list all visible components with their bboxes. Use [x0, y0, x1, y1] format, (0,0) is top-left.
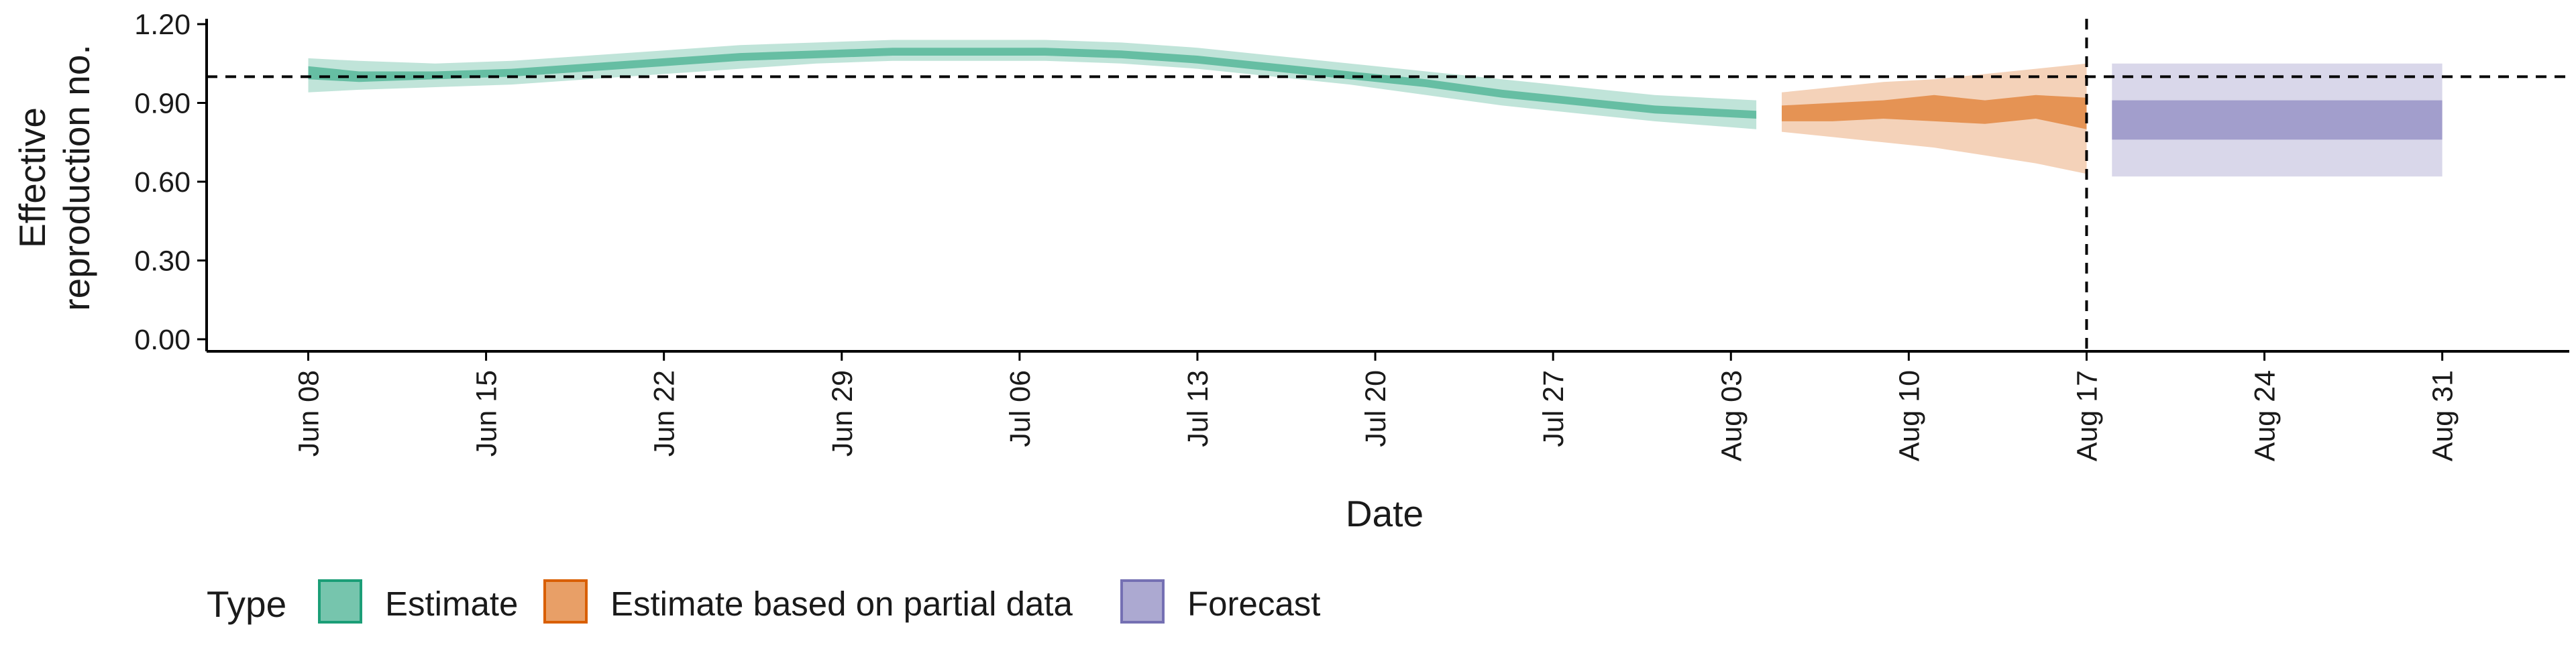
y-tick-label-1: 0.30: [134, 245, 191, 278]
axes: 0.00 0.30 0.60 0.90 1.20 Jun 08 Jun 15 Jun 22 Ju…: [11, 9, 2569, 534]
x-tick-label-11: Aug 24: [2249, 370, 2282, 461]
legend-item-1: Estimate based on partial data: [543, 579, 1073, 624]
x-tick-label-0: Jun 08: [292, 370, 325, 457]
x-axis-title: Date: [1346, 493, 1424, 534]
series-2: [2112, 63, 2443, 177]
x-tick-label-2: Jun 22: [649, 370, 681, 457]
legend-swatch-0: [318, 579, 362, 624]
y-axis-title-line-0: Effective: [11, 107, 53, 248]
series-2-inner-band: [2112, 100, 2443, 140]
x-tick-label-3: Jun 29: [826, 370, 859, 457]
legend-label-1: Estimate based on partial data: [610, 585, 1073, 623]
series-0: [308, 40, 1757, 129]
legend-swatch-1: [543, 579, 588, 624]
legend-label-2: Forecast: [1187, 585, 1320, 623]
series-1: [1782, 63, 2087, 174]
series-1-inner-band: [1782, 95, 2087, 129]
series-0-inner-band: [308, 48, 1757, 119]
y-tick-label-4: 1.20: [134, 9, 191, 41]
legend-item-2: Forecast: [1120, 579, 1320, 624]
x-tick-label-6: Jul 20: [1360, 370, 1392, 447]
x-tick-label-1: Jun 15: [471, 370, 503, 457]
x-tick-label-7: Jul 27: [1538, 370, 1570, 447]
y-tick-label-3: 0.90: [134, 88, 191, 120]
y-tick-label-2: 0.60: [134, 166, 191, 198]
legend: Type Estimate Estimate based on partial da…: [207, 579, 1320, 625]
bands-layer: [308, 40, 2443, 177]
x-tick-label-4: Jul 06: [1004, 370, 1036, 447]
legend-label-0: Estimate: [385, 585, 518, 623]
y-axis-title: Effectivereproduction no.: [11, 44, 97, 311]
legend-item-0: Estimate: [318, 579, 518, 624]
y-tick-label-0: 0.00: [134, 324, 191, 356]
x-tick-label-12: Aug 31: [2427, 370, 2459, 461]
x-tick-label-9: Aug 10: [1893, 370, 1925, 461]
legend-title: Type: [207, 583, 286, 625]
y-axis-title-line-1: reproduction no.: [56, 44, 97, 311]
x-tick-label-10: Aug 17: [2071, 370, 2103, 461]
x-tick-label-5: Jul 13: [1182, 370, 1214, 447]
x-tick-label-8: Aug 03: [1715, 370, 1748, 461]
legend-swatch-2: [1120, 579, 1165, 624]
